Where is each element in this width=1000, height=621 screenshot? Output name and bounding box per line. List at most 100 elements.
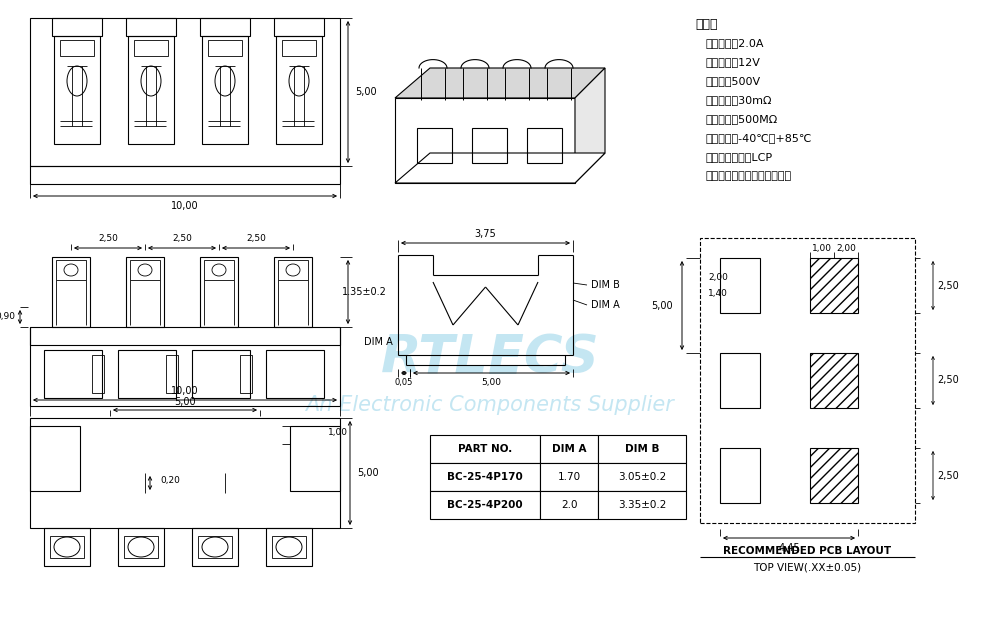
Bar — [290, 426, 340, 491]
Bar — [272, 536, 306, 558]
Text: PART NO.: PART NO. — [458, 444, 512, 454]
Text: 1,40: 1,40 — [708, 289, 728, 298]
Text: RECOMMENDED PCB LAYOUT: RECOMMENDED PCB LAYOUT — [723, 546, 892, 556]
Text: 2,00: 2,00 — [836, 243, 856, 253]
Bar — [266, 350, 324, 398]
Text: 1,00: 1,00 — [812, 243, 832, 253]
Text: 2,50: 2,50 — [937, 471, 959, 481]
Text: 1,00: 1,00 — [328, 427, 348, 437]
Bar — [52, 257, 90, 327]
Bar — [44, 350, 102, 398]
Bar — [720, 258, 760, 313]
Text: 5,00: 5,00 — [482, 379, 502, 388]
Text: TOP VIEW(.XX±0.05): TOP VIEW(.XX±0.05) — [753, 562, 862, 572]
Bar — [44, 528, 90, 566]
Bar — [527, 128, 562, 163]
Text: 接触点（材质）：磷铜，镀金: 接触点（材质）：磷铜，镀金 — [705, 171, 791, 181]
Text: DIM B: DIM B — [625, 444, 659, 454]
Bar — [540, 463, 598, 491]
Text: 0,20: 0,20 — [160, 476, 180, 484]
Text: 4,45: 4,45 — [778, 543, 800, 553]
Bar — [540, 435, 598, 463]
Text: DIM A: DIM A — [364, 337, 393, 347]
Text: 接触电阻：30mΩ: 接触电阻：30mΩ — [705, 95, 772, 105]
Text: 工作温度：-40℃～+85℃: 工作温度：-40℃～+85℃ — [705, 133, 811, 143]
Bar — [282, 40, 316, 56]
Bar — [54, 36, 100, 144]
Bar — [430, 491, 540, 519]
Bar — [30, 418, 340, 528]
Text: 1.70: 1.70 — [557, 472, 581, 482]
Bar — [192, 350, 250, 398]
Bar — [598, 491, 686, 519]
Text: BC-25-4P200: BC-25-4P200 — [447, 500, 523, 510]
Bar — [240, 355, 252, 393]
Bar — [56, 260, 86, 280]
Bar — [30, 18, 340, 166]
Text: 2,50: 2,50 — [937, 376, 959, 386]
Polygon shape — [395, 153, 605, 183]
Text: 5,00: 5,00 — [174, 397, 196, 407]
Bar — [720, 353, 760, 408]
Bar — [417, 128, 452, 163]
Polygon shape — [575, 68, 605, 183]
Text: 性能：: 性能： — [695, 19, 718, 32]
Bar — [276, 36, 322, 144]
Text: 10,00: 10,00 — [171, 386, 199, 396]
Bar — [204, 260, 234, 280]
Bar — [126, 18, 176, 36]
Bar — [430, 463, 540, 491]
Bar — [810, 258, 858, 313]
Bar — [30, 426, 80, 491]
Bar — [118, 350, 176, 398]
Bar — [274, 257, 312, 327]
Bar — [700, 238, 915, 523]
Text: 绝缘电阻：500MΩ: 绝缘电阻：500MΩ — [705, 114, 777, 124]
Bar — [126, 257, 164, 327]
Bar — [166, 355, 178, 393]
Bar — [60, 40, 94, 56]
Bar — [598, 435, 686, 463]
Bar — [130, 260, 160, 280]
Text: 0,90: 0,90 — [0, 312, 15, 322]
Text: 1.35±0.2: 1.35±0.2 — [342, 287, 386, 297]
Text: 塑件（材质）：LCP: 塑件（材质）：LCP — [705, 152, 772, 162]
Bar — [192, 528, 238, 566]
Text: 额定电流：2.0A: 额定电流：2.0A — [705, 38, 764, 48]
Text: 3.35±0.2: 3.35±0.2 — [618, 500, 666, 510]
Polygon shape — [395, 68, 605, 98]
Bar — [118, 528, 164, 566]
Text: An Electronic Components Supplier: An Electronic Components Supplier — [306, 395, 674, 415]
Bar — [274, 18, 324, 36]
Bar — [200, 257, 238, 327]
Bar — [52, 18, 102, 36]
Bar — [208, 40, 242, 56]
Text: DIM A: DIM A — [552, 444, 586, 454]
Bar — [430, 435, 540, 463]
Bar — [202, 36, 248, 144]
Bar — [540, 491, 598, 519]
Bar — [30, 166, 340, 184]
Bar — [278, 260, 308, 280]
Bar — [266, 528, 312, 566]
Text: DIM B: DIM B — [591, 280, 620, 290]
Text: 耔电压：500V: 耔电压：500V — [705, 76, 760, 86]
Bar — [128, 36, 174, 144]
Bar — [810, 448, 858, 503]
Text: 2,00: 2,00 — [708, 273, 728, 282]
Text: 额定电压：12V: 额定电压：12V — [705, 57, 760, 67]
Text: 0,05: 0,05 — [395, 379, 413, 388]
Bar — [92, 355, 104, 393]
Bar — [124, 536, 158, 558]
Text: RTLECS: RTLECS — [381, 332, 599, 384]
Text: 10,00: 10,00 — [171, 201, 199, 211]
Text: 2,50: 2,50 — [98, 233, 118, 242]
Text: 5,00: 5,00 — [355, 87, 377, 97]
Text: 2,50: 2,50 — [246, 233, 266, 242]
Bar — [200, 18, 250, 36]
Text: DIM A: DIM A — [591, 300, 620, 310]
Bar — [472, 128, 507, 163]
Text: 2.0: 2.0 — [561, 500, 577, 510]
Bar — [198, 536, 232, 558]
Bar — [720, 448, 760, 503]
